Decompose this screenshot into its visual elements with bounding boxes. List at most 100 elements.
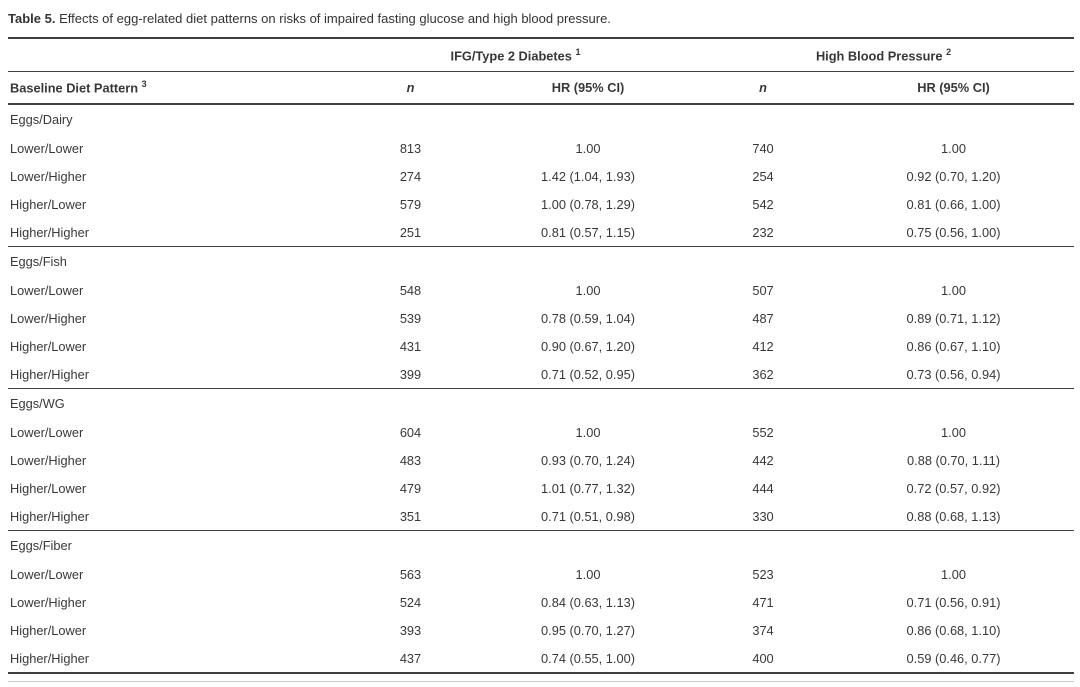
hbp-n-value: 740 <box>752 140 774 156</box>
bottom-hairline-divider <box>8 681 1074 682</box>
group-label: Eggs/WG <box>8 388 1075 418</box>
row-label: Higher/Higher <box>10 224 89 240</box>
ifg-n-value: 539 <box>399 310 422 326</box>
ifg-diabetes-header-label: IFG/Type 2 Diabetes <box>450 48 572 64</box>
hbp-n-value: 330 <box>752 508 774 524</box>
hbp-n-value: 400 <box>752 650 774 666</box>
group-label-row: Eggs/WG <box>8 388 1075 418</box>
hbp-n-value: 412 <box>752 338 774 354</box>
hbp-n-value: 362 <box>752 366 774 382</box>
ifg-hr-value: 0.78 (0.59, 1.04) <box>541 310 635 326</box>
hbp-hr-value: 0.72 (0.57, 0.92) <box>906 480 1001 496</box>
hbp-n-value: 552 <box>752 424 774 440</box>
ifg-n-value: 563 <box>399 566 422 582</box>
hbp-n-value: 442 <box>752 452 774 468</box>
group-label: Eggs/Fiber <box>8 530 1075 560</box>
group-span-header-row: IFG/Type 2 Diabetes 1 High Blood Pressur… <box>8 38 1075 72</box>
hbp-hr-value: 1.00 <box>941 140 966 156</box>
ifg-n-value: 548 <box>399 282 422 298</box>
empty-header-cell <box>8 38 338 72</box>
hbp-n-header: n <box>693 71 834 105</box>
hbp-hr-value: 0.59 (0.46, 0.77) <box>906 650 1001 666</box>
baseline-diet-pattern-header: Baseline Diet Pattern 3 <box>8 71 338 105</box>
row-label: Higher/Lower <box>10 196 87 212</box>
hbp-hr-value: 0.71 (0.56, 0.91) <box>906 594 1001 610</box>
row-label: Lower/Higher <box>10 452 87 468</box>
table-row: Higher/Lower 431 0.90 (0.67, 1.20) 412 0.86 … <box>8 332 1074 360</box>
row-label: Higher/Lower <box>10 338 87 354</box>
hbp-hr-value: 0.88 (0.68, 1.13) <box>906 508 1001 524</box>
group-label: Eggs/Dairy <box>8 103 1075 134</box>
group-label-row: Eggs/Dairy <box>8 103 1075 134</box>
ifg-hr-value: 0.71 (0.51, 0.98) <box>541 508 635 524</box>
ifg-diabetes-header: IFG/Type 2 Diabetes 1 <box>338 38 694 72</box>
hbp-hr-value: 0.88 (0.70, 1.11) <box>907 452 1000 468</box>
table-row: Higher/Higher 437 0.74 (0.55, 1.00) 400 0.59… <box>8 644 1074 673</box>
ifg-n-header: n <box>338 71 483 105</box>
table-row: Higher/Higher 399 0.71 (0.52, 0.95) 362 0.73… <box>8 360 1074 389</box>
table-caption: Table 5. Effects of egg-related diet pat… <box>8 10 1074 27</box>
hbp-hr-value: 1.00 <box>941 282 966 298</box>
ifg-hr-value: 1.00 <box>575 424 601 440</box>
baseline-diet-pattern-header-label: Baseline Diet Pattern <box>10 80 139 96</box>
table-row: Higher/Higher 351 0.71 (0.51, 0.98) 330 0.88… <box>8 502 1074 531</box>
group-label: Eggs/Fish <box>8 246 1075 276</box>
results-table: IFG/Type 2 Diabetes 1 High Blood Pressur… <box>8 37 1075 674</box>
ifg-n-value: 479 <box>399 480 422 496</box>
table-row: Lower/Lower 563 1.00 523 1.00 <box>8 560 1074 588</box>
table-body: Eggs/Dairy Lower/Lower 813 1.00 740 1.00 Lower… <box>8 103 1075 673</box>
column-header-row: Baseline Diet Pattern 3 n HR (95% CI) n … <box>8 71 1075 105</box>
ifg-n-value: 437 <box>399 650 422 666</box>
high-blood-pressure-footnote-marker: 2 <box>946 46 952 57</box>
high-blood-pressure-header-label: High Blood Pressure <box>815 48 943 64</box>
hbp-n-value: 232 <box>752 224 774 240</box>
ifg-hr-value: 0.81 (0.57, 1.15) <box>541 224 635 240</box>
row-label: Lower/Lower <box>10 566 84 582</box>
hbp-n-value: 444 <box>752 480 774 496</box>
table-row: Lower/Higher 274 1.42 (1.04, 1.93) 254 0.92 … <box>8 162 1074 190</box>
table-caption-text: Effects of egg-related diet patterns on … <box>55 11 611 26</box>
hbp-hr-value: 1.00 <box>941 566 966 582</box>
group-label-row: Eggs/Fish <box>8 246 1075 276</box>
table-row: Higher/Lower 479 1.01 (0.77, 1.32) 444 0.72 … <box>8 474 1074 502</box>
hbp-n-value: 374 <box>752 622 774 638</box>
hbp-hr-value: 0.73 (0.56, 0.94) <box>906 366 1001 382</box>
table-caption-label: Table 5. <box>8 11 56 26</box>
row-label: Lower/Lower <box>10 282 84 298</box>
ifg-hr-header: HR (95% CI) <box>483 71 694 105</box>
table-row: Lower/Lower 548 1.00 507 1.00 <box>8 276 1074 304</box>
ifg-hr-value: 1.00 <box>575 282 601 298</box>
ifg-n-value: 604 <box>399 424 422 440</box>
ifg-n-value: 274 <box>399 168 422 184</box>
row-label: Lower/Higher <box>10 168 87 184</box>
ifg-n-value: 579 <box>399 196 422 212</box>
hbp-hr-value: 0.86 (0.68, 1.10) <box>906 622 1001 638</box>
ifg-n-value: 813 <box>399 140 422 156</box>
group-label-row: Eggs/Fiber <box>8 530 1075 560</box>
ifg-hr-value: 0.84 (0.63, 1.13) <box>541 594 635 610</box>
hbp-n-value: 507 <box>752 282 774 298</box>
ifg-hr-value: 1.00 (0.78, 1.29) <box>541 196 635 212</box>
hbp-hr-header: HR (95% CI) <box>833 71 1075 105</box>
table-row: Lower/Lower 813 1.00 740 1.00 <box>8 134 1074 162</box>
hbp-hr-value: 1.00 <box>941 424 966 440</box>
baseline-diet-pattern-footnote-marker: 3 <box>141 79 147 90</box>
row-label: Lower/Lower <box>10 140 84 156</box>
hbp-hr-value: 0.75 (0.56, 1.00) <box>906 224 1001 240</box>
table-row: Higher/Lower 579 1.00 (0.78, 1.29) 542 0.81 … <box>8 190 1074 218</box>
row-label: Higher/Lower <box>10 480 87 496</box>
table-row: Lower/Higher 483 0.93 (0.70, 1.24) 442 0.88 … <box>8 446 1074 474</box>
table-row: Lower/Higher 524 0.84 (0.63, 1.13) 471 0.71 … <box>8 588 1074 616</box>
ifg-hr-value: 1.00 <box>575 566 601 582</box>
ifg-n-value: 393 <box>399 622 422 638</box>
row-label: Higher/Lower <box>10 622 87 638</box>
ifg-hr-value: 0.90 (0.67, 1.20) <box>541 338 635 354</box>
ifg-diabetes-footnote-marker: 1 <box>575 46 581 57</box>
ifg-hr-value: 1.00 <box>575 140 601 156</box>
row-label: Higher/Higher <box>10 650 89 666</box>
row-label: Lower/Higher <box>10 594 87 610</box>
table-row: Higher/Lower 393 0.95 (0.70, 1.27) 374 0.86 … <box>8 616 1074 644</box>
table-row: Higher/Higher 251 0.81 (0.57, 1.15) 232 0.75… <box>8 218 1074 247</box>
high-blood-pressure-header: High Blood Pressure 2 <box>693 38 1075 72</box>
